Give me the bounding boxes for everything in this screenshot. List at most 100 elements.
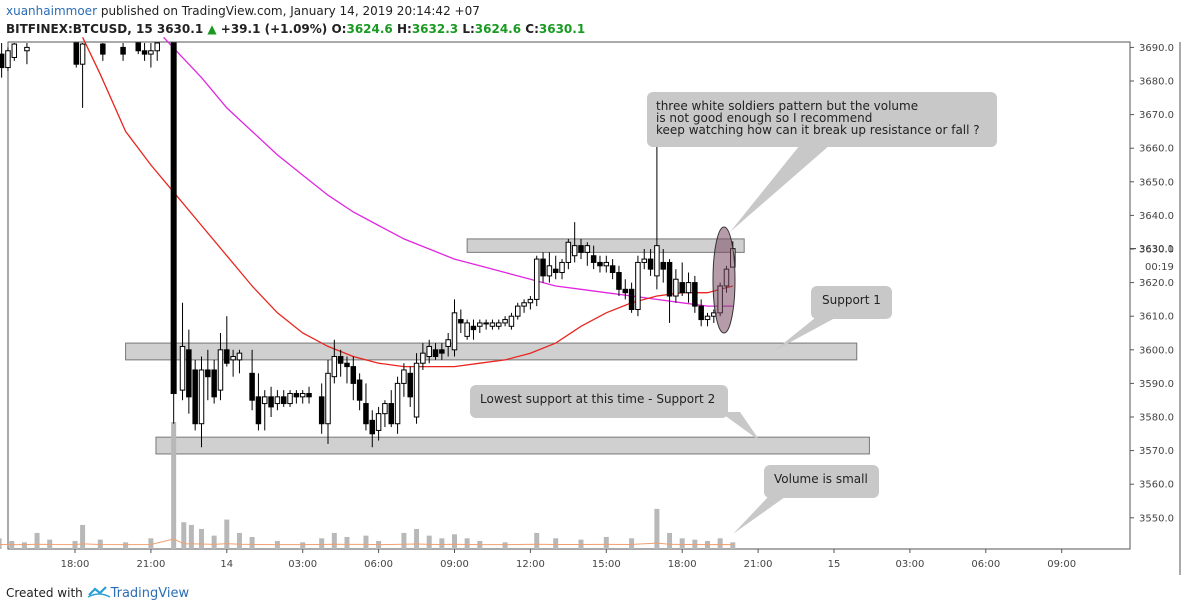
tradingview-logo-icon (87, 586, 110, 598)
note-three-soldiers-box (647, 92, 997, 147)
candle-up (496, 322, 502, 327)
last-price-label: 3630.1 (1139, 244, 1174, 255)
candle-up (508, 315, 515, 327)
high-label: H: (396, 22, 412, 36)
candle-up (445, 339, 451, 347)
volume-bar (236, 532, 242, 549)
candle-up (299, 392, 306, 398)
volume-bar (249, 536, 255, 549)
footer: Created with TradingView (6, 585, 189, 601)
time-tick-label: 18:00 (668, 559, 697, 570)
note-support-2-pointer (720, 412, 760, 441)
volume-bar (452, 534, 457, 549)
last-price: 3630.1 (156, 22, 204, 36)
candle-up (451, 312, 458, 351)
candle-down (73, 42, 80, 65)
candle-up (331, 356, 338, 378)
candle-down (597, 261, 603, 267)
candle-down (590, 255, 597, 263)
zone-support-2 (155, 436, 870, 455)
low-label: L: (462, 22, 475, 36)
candle-down (552, 268, 559, 274)
created-with-text: Created with (6, 586, 83, 600)
note-three-soldiers-text: three white soldiers pattern but the vol… (656, 99, 918, 113)
candle-down (660, 261, 666, 270)
tradingview-brand[interactable]: TradingView (110, 586, 190, 601)
candle-up (483, 322, 489, 325)
up-arrow-icon: ▲ (207, 22, 217, 36)
candle-up (375, 413, 382, 431)
time-tick-label: 09:00 (1047, 559, 1076, 570)
volume-bar (199, 528, 204, 549)
candle-down (388, 403, 394, 425)
time-tick-label: 09:00 (440, 559, 469, 570)
candle-down (135, 42, 141, 52)
candle-up (24, 46, 30, 52)
candle-up (527, 298, 534, 304)
volume-bar (414, 528, 420, 549)
candle-up (502, 319, 508, 324)
published-text: published on TradingView.com, January 14… (100, 4, 480, 18)
note-volume-small-box (764, 465, 879, 498)
candle-down (337, 356, 344, 364)
volume-bar (629, 538, 635, 549)
volume-bar (300, 542, 306, 549)
note-support-2-box (470, 385, 728, 418)
candle-down (350, 366, 357, 384)
candle-down (698, 305, 704, 321)
candle-up (489, 322, 496, 327)
candle-down (224, 349, 230, 364)
volume-bar (464, 538, 470, 549)
candle-up (477, 322, 483, 327)
candle-down (306, 392, 312, 398)
candle-up (394, 382, 401, 425)
volume-ma-line (0, 538, 733, 546)
price-tick-label: 3660.0 (1139, 144, 1174, 155)
candle-up (673, 278, 679, 297)
high-value: 3632.3 (411, 22, 459, 36)
volume-bar (344, 536, 350, 549)
candle-up (515, 305, 521, 317)
volume-bar (319, 538, 325, 549)
candle-down (249, 372, 255, 401)
price-tick-label: 3650.0 (1139, 177, 1174, 188)
candle-down (255, 396, 262, 425)
volume-bar (401, 532, 407, 549)
candle-down (0, 53, 5, 69)
candle-up (704, 315, 711, 321)
price-tick-label: 3630.0 (1139, 245, 1174, 256)
time-tick-label: 06:00 (364, 559, 393, 570)
candle-down (205, 369, 211, 378)
candle-down (293, 392, 300, 398)
candle-up (641, 258, 647, 263)
candle-up (603, 261, 610, 267)
note-three-soldiers-pointer (730, 145, 830, 232)
volume-bar (667, 532, 673, 549)
volume-bar (211, 535, 217, 549)
candle-up (179, 345, 186, 391)
author-link[interactable]: xuanhaimmoer (6, 4, 97, 18)
candle-down (458, 319, 464, 324)
candle-up (635, 261, 641, 310)
volume-bar (331, 532, 337, 549)
candle-up (426, 345, 432, 358)
candle-down (356, 379, 363, 401)
volume-bar (80, 524, 86, 549)
price-tick-label: 3670.0 (1139, 110, 1174, 121)
candle-down (622, 288, 629, 294)
candle-up (79, 43, 86, 65)
open-value: 3624.6 (346, 22, 393, 36)
candle-up (198, 369, 205, 425)
candle-down (280, 396, 287, 405)
candle-down (540, 258, 546, 277)
candle-up (154, 42, 160, 52)
price-tick-label: 3680.0 (1139, 77, 1174, 88)
candle-up (685, 282, 692, 294)
candle-down (470, 325, 477, 331)
volume-bar (679, 538, 685, 549)
volume-bar (181, 522, 187, 549)
candle-up (217, 349, 224, 391)
candle-up (546, 265, 553, 277)
volume-bar (654, 508, 660, 549)
